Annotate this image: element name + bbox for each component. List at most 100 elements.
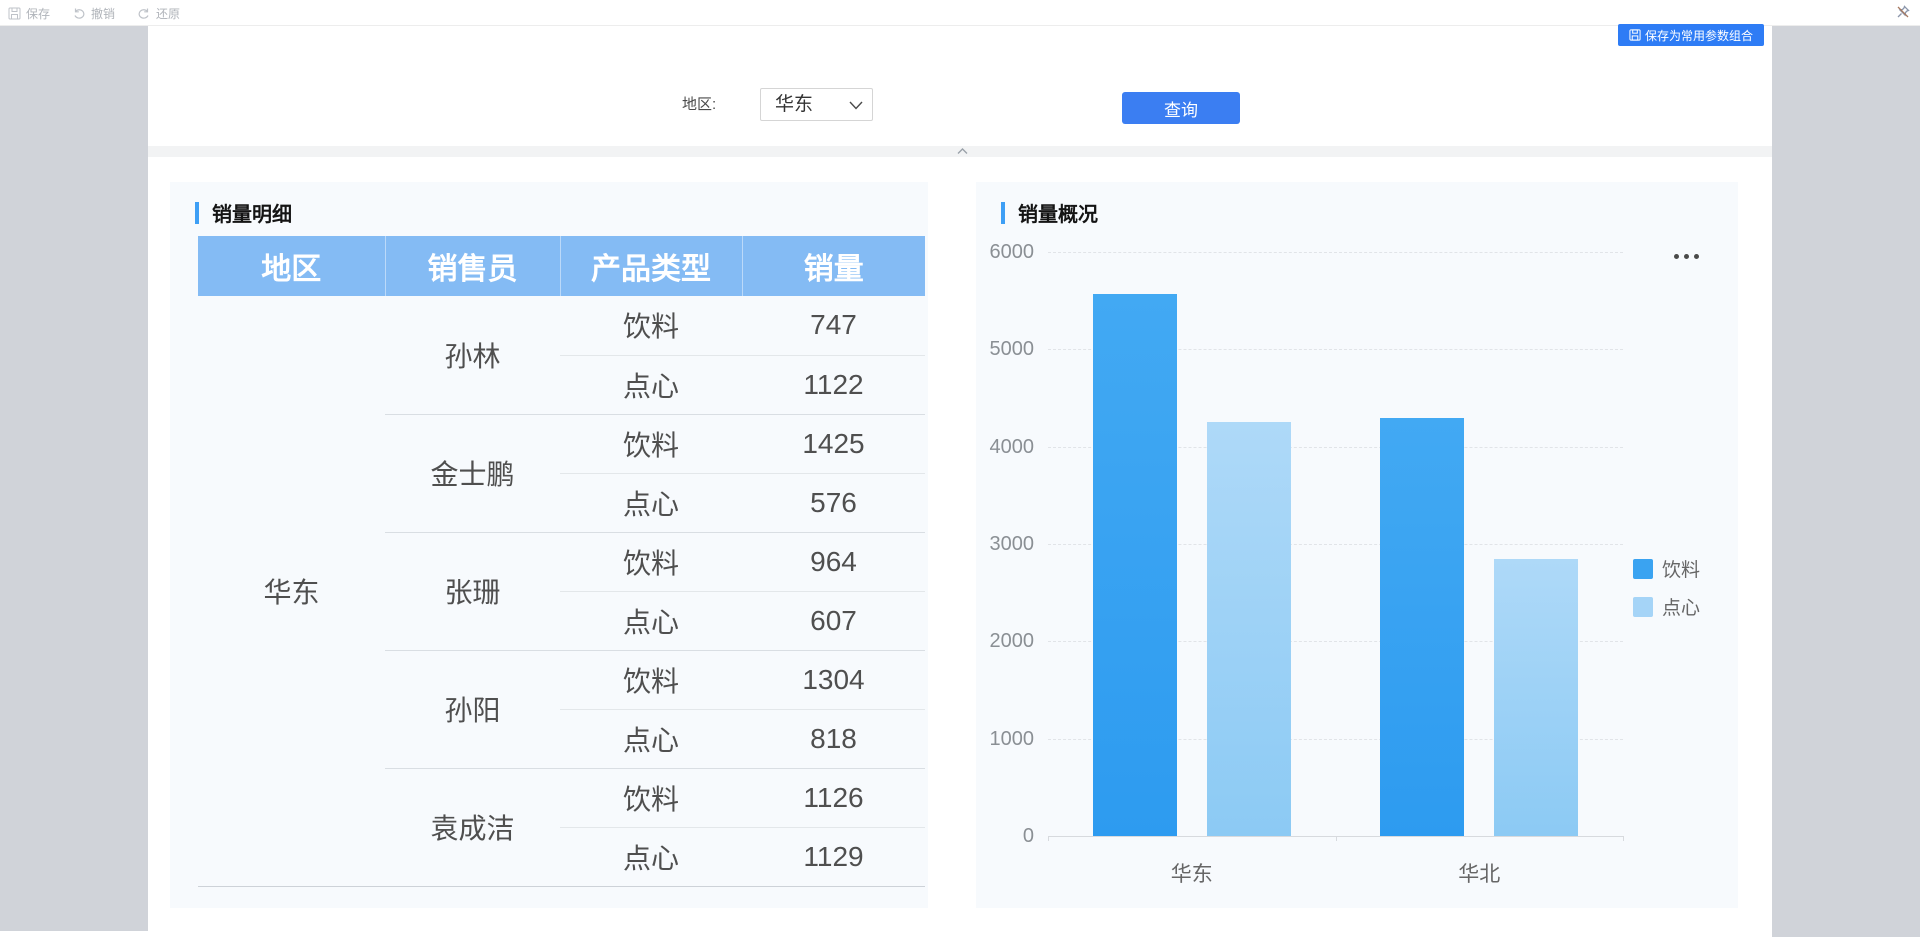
title-accent-bar [195, 201, 199, 224]
chevron-up-icon [957, 148, 967, 154]
save-button[interactable]: 保存 [8, 5, 50, 22]
gridline [1048, 446, 1623, 448]
undo-label: 撤销 [91, 6, 116, 21]
table-row: 点心 576 [198, 473, 925, 533]
product-type-cell: 饮料 [560, 768, 742, 828]
redo-button[interactable]: 还原 [137, 5, 180, 22]
save-label: 保存 [26, 6, 51, 21]
gridline [1048, 641, 1623, 643]
sales-table-body: 华东 孙林 饮料 747 点心 1122 金士鹏 饮料 1425 点心 576 张珊 饮料 964 点心 60… [198, 296, 925, 887]
table-row: 金士鹏 饮料 1425 [198, 414, 925, 533]
save-params-label: 保存为常用参数组合 [1644, 28, 1753, 43]
product-type-cell: 点心 [560, 709, 742, 769]
table-row: 点心 818 [198, 709, 925, 769]
unpin-button[interactable] [1894, 3, 1912, 21]
product-type-cell: 饮料 [560, 650, 742, 710]
chart-plot [1048, 252, 1624, 841]
save-params-icon [1629, 29, 1641, 41]
save-common-params-button[interactable]: 保存为常用参数组合 [1618, 24, 1764, 46]
sales-overview-panel: 销量概况 0 1000 2000 3000 4000 5000 6000 华东 华北 饮料 点心 [976, 182, 1738, 908]
filter-collapse-band [148, 146, 1772, 157]
table-row: 点心 1122 [198, 355, 925, 415]
gridline [1048, 252, 1623, 253]
header-product-type: 产品类型 [559, 236, 742, 296]
title-accent-bar [1001, 201, 1005, 224]
y-tick-label: 0 [1022, 825, 1034, 847]
table-header-row: 地区 销售员 产品类型 销量 [198, 236, 925, 296]
salesperson-cell: 张珊 [385, 532, 560, 651]
chart-y-axis: 0 1000 2000 3000 4000 5000 6000 [976, 241, 1035, 847]
x-category-label: 华北 [1458, 863, 1501, 886]
bar-华东-点心[interactable] [1206, 422, 1291, 836]
chart-legend: 饮料 点心 [1633, 555, 1700, 620]
quantity-cell: 1304 [742, 650, 925, 710]
y-tick-label: 6000 [989, 241, 1035, 263]
gridline [1048, 544, 1623, 545]
undo-button[interactable]: 撤销 [72, 5, 115, 22]
product-type-cell: 点心 [560, 591, 742, 651]
collapse-filter-button[interactable] [954, 147, 970, 156]
quantity-cell: 747 [742, 296, 925, 356]
y-tick-label: 2000 [989, 630, 1035, 653]
quantity-cell: 964 [742, 532, 925, 592]
sales-overview-title: 销量概况 [1001, 198, 1098, 227]
legend-label: 饮料 [1662, 560, 1701, 581]
quantity-cell: 1122 [742, 355, 925, 415]
sales-overview-title-text: 销量概况 [1018, 204, 1098, 226]
redo-label: 还原 [156, 6, 181, 21]
product-type-cell: 饮料 [560, 532, 742, 592]
table-row: 袁成洁 饮料 1126 [198, 768, 925, 887]
product-type-cell: 饮料 [560, 296, 742, 356]
quantity-cell: 818 [742, 709, 925, 769]
product-type-cell: 点心 [560, 355, 742, 415]
y-tick-label: 3000 [989, 533, 1035, 555]
chevron-down-icon [849, 101, 863, 110]
quantity-cell: 1425 [742, 414, 925, 474]
query-button[interactable]: 查询 [1122, 92, 1240, 124]
quantity-cell: 576 [742, 473, 925, 533]
product-type-cell: 点心 [560, 827, 742, 887]
sales-detail-title: 销量明细 [195, 198, 292, 227]
save-icon [8, 7, 21, 19]
header-quantity: 销量 [741, 236, 925, 296]
region-filter-label: 地区: [682, 96, 717, 113]
sales-detail-panel: 销量明细 地区 销售员 产品类型 销量 华东 孙林 饮料 747 点心 1122 金士鹏 饮料… [170, 182, 928, 908]
legend-item-点心[interactable]: 点心 [1633, 593, 1700, 620]
redo-icon [138, 8, 149, 19]
chart-more-menu-icon[interactable] [1674, 254, 1699, 259]
sales-detail-title-text: 销量明细 [212, 204, 292, 226]
quantity-cell: 607 [742, 591, 925, 651]
y-tick-label: 5000 [989, 338, 1035, 361]
table-row: 孙阳 饮料 1304 [198, 650, 925, 769]
y-tick-label: 4000 [989, 435, 1035, 458]
gridline [1048, 738, 1623, 740]
salesperson-cell: 金士鹏 [385, 414, 560, 533]
region-cell: 华东 [198, 296, 385, 887]
axis-tick [1335, 836, 1337, 841]
bar-华东-饮料[interactable] [1092, 294, 1177, 836]
table-row: 张珊 饮料 964 [198, 532, 925, 651]
axis-tick [1623, 836, 1624, 841]
legend-swatch [1633, 558, 1653, 579]
bar-华北-饮料[interactable] [1380, 418, 1465, 836]
region-dropdown[interactable]: 华东 [760, 88, 873, 121]
top-toolbar: 保存 撤销 还原 [0, 0, 1920, 26]
sales-detail-table: 地区 销售员 产品类型 销量 华东 孙林 饮料 747 点心 1122 金士鹏 饮料 1425 点… [198, 236, 925, 887]
table-row: 点心 607 [198, 591, 925, 651]
axis-tick [1048, 836, 1049, 841]
gridline [1048, 349, 1623, 351]
product-type-cell: 饮料 [560, 414, 742, 474]
header-salesperson: 销售员 [384, 236, 560, 296]
left-gray-margin [0, 26, 148, 931]
legend-item-饮料[interactable]: 饮料 [1633, 555, 1700, 582]
product-type-cell: 点心 [560, 473, 742, 533]
bar-华北-点心[interactable] [1494, 558, 1579, 836]
quantity-cell: 1126 [742, 768, 925, 828]
legend-label: 点心 [1662, 598, 1701, 619]
legend-swatch [1633, 596, 1653, 617]
table-row: 点心 1129 [198, 827, 925, 887]
quantity-cell: 1129 [742, 827, 925, 887]
salesperson-cell: 袁成洁 [385, 768, 560, 887]
region-dropdown-value: 华东 [775, 94, 814, 115]
